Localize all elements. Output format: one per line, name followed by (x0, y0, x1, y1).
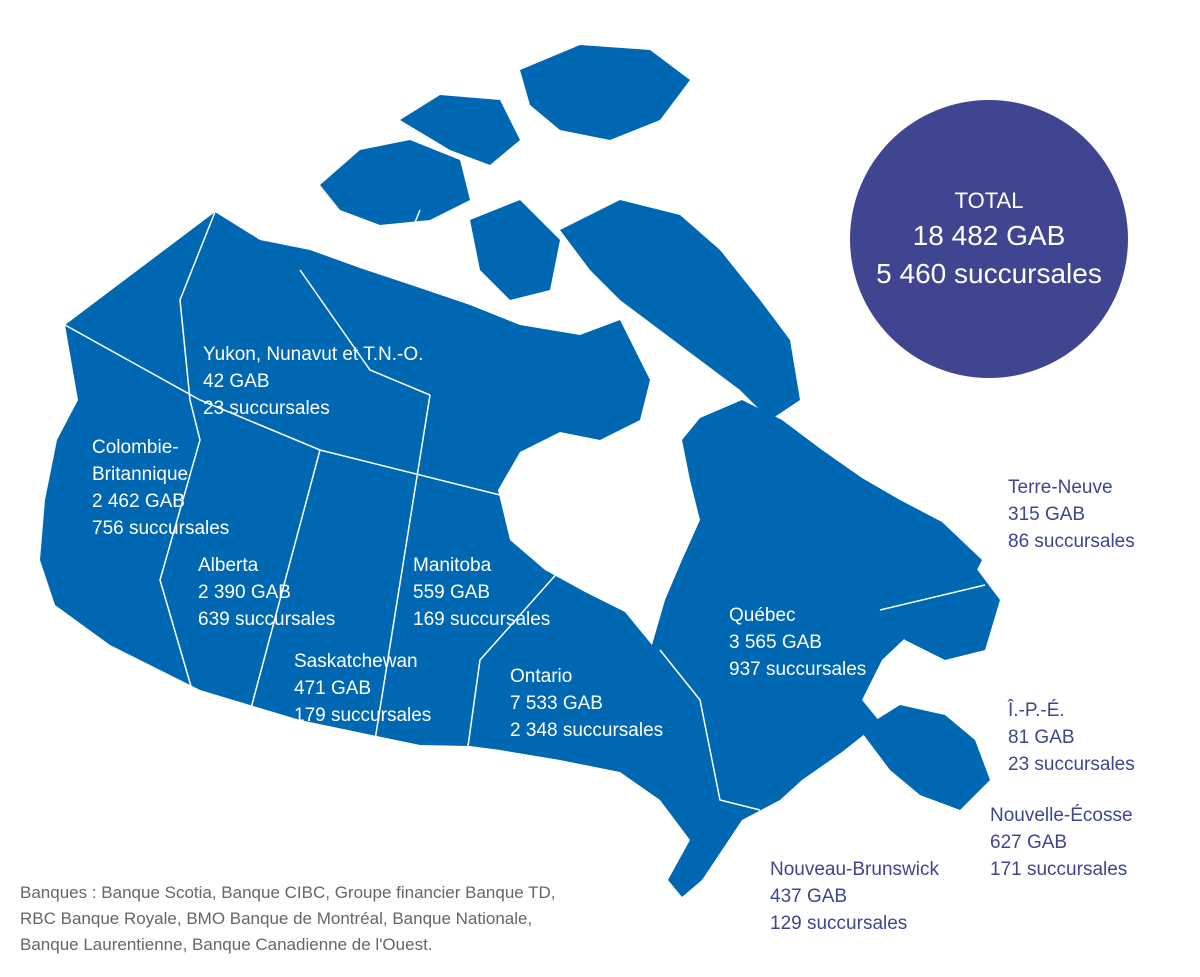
total-circle: TOTAL 18 482 GAB 5 460 succursales (850, 100, 1128, 378)
region-branches: 23 succursales (203, 398, 330, 419)
ellesmere-island (520, 45, 690, 140)
region-name: Terre-Neuve (1008, 477, 1113, 498)
region-name: Alberta (198, 555, 259, 576)
region-atm: 437 GAB (770, 886, 848, 907)
region-atm: 471 GAB (294, 678, 372, 699)
mainland (40, 212, 982, 897)
region-name: Québec (729, 605, 796, 626)
region-branches: 179 succursales (294, 705, 432, 726)
region-atm: 81 GAB (1008, 727, 1075, 748)
region-atm: 627 GAB (990, 832, 1068, 853)
region-atm: 3 565 GAB (729, 632, 822, 653)
region-branches: 86 succursales (1008, 531, 1135, 552)
region-branches: 169 succursales (413, 609, 551, 630)
region-atm: 2 390 GAB (198, 582, 291, 603)
region-branches: 129 succursales (770, 913, 908, 934)
region-atm: 42 GAB (203, 371, 270, 392)
region-label-newfoundland: Terre-Neuve 315 GAB 86 succursales (1008, 474, 1135, 555)
region-label-quebec: Québec 3 565 GAB 937 succursales (729, 602, 866, 683)
region-name: Colombie- (92, 437, 179, 458)
region-name: Manitoba (413, 555, 492, 576)
nova-scotia (860, 705, 990, 810)
region-name: Î.-P.-É. (1008, 700, 1065, 721)
total-branches: 5 460 succursales (876, 258, 1102, 289)
region-atm: 2 462 GAB (92, 491, 185, 512)
region-name: Nouveau-Brunswick (770, 859, 939, 880)
region-label-alberta: Alberta 2 390 GAB 639 succursales (198, 552, 335, 633)
region-label-pei: Î.-P.-É. 81 GAB 23 succursales (1008, 697, 1135, 778)
region-label-saskatchewan: Saskatchewan 471 GAB 179 succursales (294, 648, 431, 729)
arctic-islands-2 (400, 95, 520, 165)
region-branches: 23 succursales (1008, 754, 1135, 775)
region-branches: 171 succursales (990, 859, 1128, 880)
region-branches: 756 succursales (92, 518, 230, 539)
region-name: Saskatchewan (294, 651, 418, 672)
total-atm: 18 482 GAB (912, 220, 1066, 251)
region-label-nova-scotia: Nouvelle-Écosse 627 GAB 171 succursales (990, 802, 1133, 883)
banks-footnote: Banques : Banque Scotia, Banque CIBC, Gr… (20, 880, 556, 958)
victoria-island (470, 200, 560, 300)
footnote-line: RBC Banque Royale, BMO Banque de Montréa… (20, 909, 533, 928)
total-title: TOTAL (954, 188, 1024, 213)
region-name-2: Britannique (92, 464, 189, 485)
footnote-line: Banques : Banque Scotia, Banque CIBC, Gr… (20, 883, 556, 902)
footnote-line: Banque Laurentienne, Banque Canadienne d… (20, 935, 433, 954)
region-atm: 559 GAB (413, 582, 491, 603)
arctic-islands (320, 140, 470, 225)
region-name: Yukon, Nunavut et T.N.-O. (203, 344, 424, 365)
region-branches: 937 succursales (729, 659, 867, 680)
region-branches: 639 succursales (198, 609, 336, 630)
newfoundland (870, 540, 1000, 660)
region-label-new-brunswick: Nouveau-Brunswick 437 GAB 129 succursale… (770, 856, 939, 937)
region-atm: 315 GAB (1008, 504, 1086, 525)
region-name: Nouvelle-Écosse (990, 805, 1133, 826)
region-branches: 2 348 succursales (510, 720, 664, 741)
province-borders (64, 209, 986, 811)
region-atm: 7 533 GAB (510, 693, 603, 714)
region-label-bc: Colombie- Britannique 2 462 GAB 756 succ… (92, 434, 229, 542)
baffin-island (560, 200, 800, 420)
region-label-territories: Yukon, Nunavut et T.N.-O. 42 GAB 23 succ… (203, 341, 423, 422)
region-name: Ontario (510, 666, 573, 687)
region-label-ontario: Ontario 7 533 GAB 2 348 succursales (510, 663, 663, 744)
region-label-manitoba: Manitoba 559 GAB 169 succursales (413, 552, 550, 633)
